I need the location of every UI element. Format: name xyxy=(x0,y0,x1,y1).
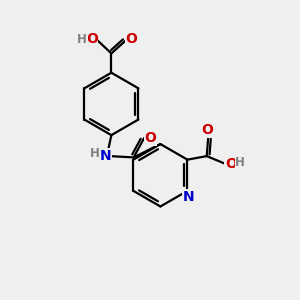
Text: O: O xyxy=(126,32,137,46)
Text: O: O xyxy=(202,123,214,137)
Text: N: N xyxy=(183,190,195,204)
Text: N: N xyxy=(100,149,111,163)
Text: H: H xyxy=(89,147,99,161)
Text: O: O xyxy=(145,131,157,145)
Text: H: H xyxy=(77,33,87,46)
Text: O: O xyxy=(86,32,98,46)
Text: H: H xyxy=(235,155,245,169)
Text: O: O xyxy=(225,157,237,170)
